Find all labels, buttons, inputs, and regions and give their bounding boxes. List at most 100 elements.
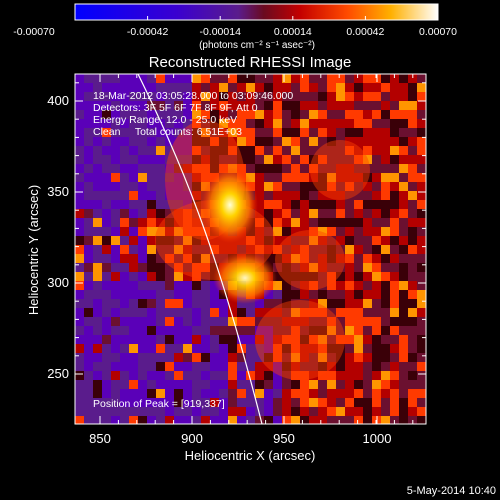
heatmap-cell	[192, 254, 201, 263]
heatmap-cell	[165, 110, 174, 119]
heatmap-cell	[156, 164, 165, 173]
heatmap-cell	[345, 137, 354, 146]
heatmap-cell	[354, 299, 363, 308]
heatmap-cell	[192, 110, 201, 119]
heatmap-cell	[174, 92, 183, 101]
heatmap-cell	[354, 398, 363, 407]
heatmap-cell	[255, 335, 264, 344]
heatmap-cell	[183, 290, 192, 299]
heatmap-cell	[336, 92, 345, 101]
heatmap-cell	[183, 119, 192, 128]
heatmap-cell	[111, 128, 120, 137]
heatmap-cell	[354, 200, 363, 209]
heatmap-cell	[381, 164, 390, 173]
heatmap-cell	[120, 371, 129, 380]
heatmap-cell	[111, 164, 120, 173]
heatmap-cell	[183, 326, 192, 335]
heatmap-cell	[183, 227, 192, 236]
heatmap-cell	[300, 299, 309, 308]
heatmap-cell	[183, 362, 192, 371]
heatmap-cell	[354, 272, 363, 281]
heatmap-cell	[264, 299, 273, 308]
heatmap-cell	[327, 146, 336, 155]
heatmap-cell	[102, 119, 111, 128]
heatmap-cell	[273, 326, 282, 335]
heatmap-cell	[381, 317, 390, 326]
heatmap-cell	[75, 83, 84, 92]
heatmap-cell	[309, 110, 318, 119]
heatmap-cell	[417, 92, 426, 101]
heatmap-cell	[219, 155, 228, 164]
heatmap-cell	[408, 182, 417, 191]
heatmap-cell	[102, 416, 111, 424]
heatmap-cell	[237, 335, 246, 344]
heatmap-cell	[345, 380, 354, 389]
heatmap-cell	[111, 254, 120, 263]
heatmap-cell	[165, 398, 174, 407]
heatmap-cell	[84, 263, 93, 272]
heatmap-cell	[156, 236, 165, 245]
heatmap-cell	[399, 101, 408, 110]
heatmap-cell	[345, 389, 354, 398]
heatmap-cell	[273, 290, 282, 299]
heatmap-cell	[291, 389, 300, 398]
heatmap-cell	[390, 101, 399, 110]
heatmap-cell	[336, 119, 345, 128]
heatmap-cell	[273, 353, 282, 362]
heatmap-cell	[363, 92, 372, 101]
heatmap-cell	[120, 218, 129, 227]
heatmap-cell	[156, 407, 165, 416]
heatmap-cell	[390, 407, 399, 416]
heatmap-cell	[120, 209, 129, 218]
heatmap-cell	[165, 353, 174, 362]
heatmap-cell	[327, 209, 336, 218]
heatmap-cell	[399, 299, 408, 308]
heatmap-cell	[300, 326, 309, 335]
heatmap-cell	[363, 182, 372, 191]
heatmap-cell	[93, 281, 102, 290]
heatmap-cell	[84, 326, 93, 335]
heatmap-cell	[309, 272, 318, 281]
heatmap-cell	[282, 173, 291, 182]
heatmap-cell	[327, 335, 336, 344]
heatmap-cell	[264, 326, 273, 335]
heatmap-cell	[75, 398, 84, 407]
heatmap-cell	[201, 398, 210, 407]
heatmap-cell	[363, 101, 372, 110]
heatmap-cell	[291, 353, 300, 362]
heatmap-cell	[291, 119, 300, 128]
heatmap-cell	[408, 137, 417, 146]
heatmap-cell	[129, 308, 138, 317]
heatmap-cell	[201, 272, 210, 281]
heatmap-cell	[129, 398, 138, 407]
heatmap-cell	[372, 398, 381, 407]
heatmap-cell	[327, 326, 336, 335]
heatmap-cell	[165, 389, 174, 398]
heatmap-cell	[120, 299, 129, 308]
heatmap-cell	[300, 398, 309, 407]
heatmap-cell	[390, 236, 399, 245]
heatmap-cell	[201, 308, 210, 317]
heatmap-cell	[138, 389, 147, 398]
heatmap-cell	[111, 74, 120, 83]
heatmap-cell	[102, 407, 111, 416]
heatmap-cell	[246, 317, 255, 326]
heatmap-cell	[408, 191, 417, 200]
heatmap-cell	[273, 137, 282, 146]
heatmap-cell	[75, 146, 84, 155]
heatmap-cell	[138, 254, 147, 263]
heatmap-cell	[156, 209, 165, 218]
heatmap-cell	[246, 74, 255, 83]
heatmap-cell	[156, 344, 165, 353]
heatmap-cell	[174, 416, 183, 424]
heatmap-cell	[327, 137, 336, 146]
heatmap-cell	[138, 209, 147, 218]
heatmap-cell	[309, 155, 318, 164]
heatmap-cell	[246, 326, 255, 335]
heatmap-cell	[336, 137, 345, 146]
heatmap-cell	[210, 407, 219, 416]
heatmap-cell	[255, 218, 264, 227]
heatmap-cell	[300, 380, 309, 389]
heatmap-cell	[390, 362, 399, 371]
heatmap-cell	[219, 119, 228, 128]
